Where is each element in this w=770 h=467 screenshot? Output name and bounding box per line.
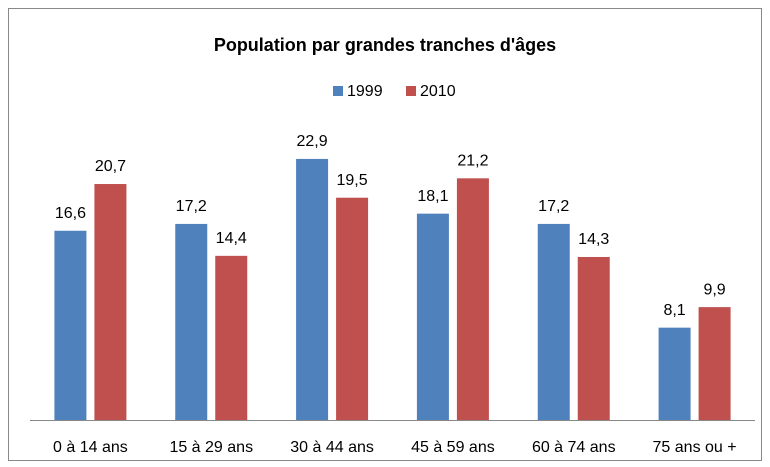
value-label: 18,1 — [417, 188, 448, 205]
chart-title: Population par grandes tranches d'âges — [214, 35, 556, 55]
bar — [658, 327, 691, 420]
value-label: 17,2 — [176, 198, 207, 215]
x-tick-label: 30 à 44 ans — [290, 439, 374, 456]
bar — [537, 223, 570, 420]
x-tick-label: 0 à 14 ans — [53, 439, 128, 456]
value-label: 14,4 — [216, 230, 247, 247]
bar — [94, 184, 127, 420]
bar — [456, 178, 489, 420]
legend-label: 2010 — [420, 83, 456, 100]
bar — [175, 223, 208, 420]
value-label: 21,2 — [457, 153, 488, 170]
value-label: 14,3 — [578, 231, 609, 248]
value-label: 20,7 — [95, 158, 126, 175]
x-tick-label: 60 à 74 ans — [532, 439, 616, 456]
legend-swatch — [333, 86, 343, 96]
value-label: 17,2 — [538, 198, 569, 215]
legend-swatch — [406, 86, 416, 96]
value-label: 16,6 — [55, 205, 86, 222]
chart-frame — [8, 8, 762, 461]
bar — [296, 158, 329, 420]
value-label: 9,9 — [703, 281, 725, 298]
legend-label: 1999 — [347, 83, 383, 100]
x-tick-label: 15 à 29 ans — [169, 439, 253, 456]
bar — [215, 255, 248, 420]
value-label: 22,9 — [297, 133, 328, 150]
x-tick-label: 45 à 59 ans — [411, 439, 495, 456]
bar — [698, 307, 731, 420]
value-label: 19,5 — [337, 172, 368, 189]
x-tick-label: 75 ans ou + — [653, 439, 737, 456]
bar — [416, 213, 449, 420]
value-label: 8,1 — [663, 302, 685, 319]
bar — [54, 230, 87, 420]
bar — [577, 256, 610, 420]
bar — [336, 197, 369, 420]
